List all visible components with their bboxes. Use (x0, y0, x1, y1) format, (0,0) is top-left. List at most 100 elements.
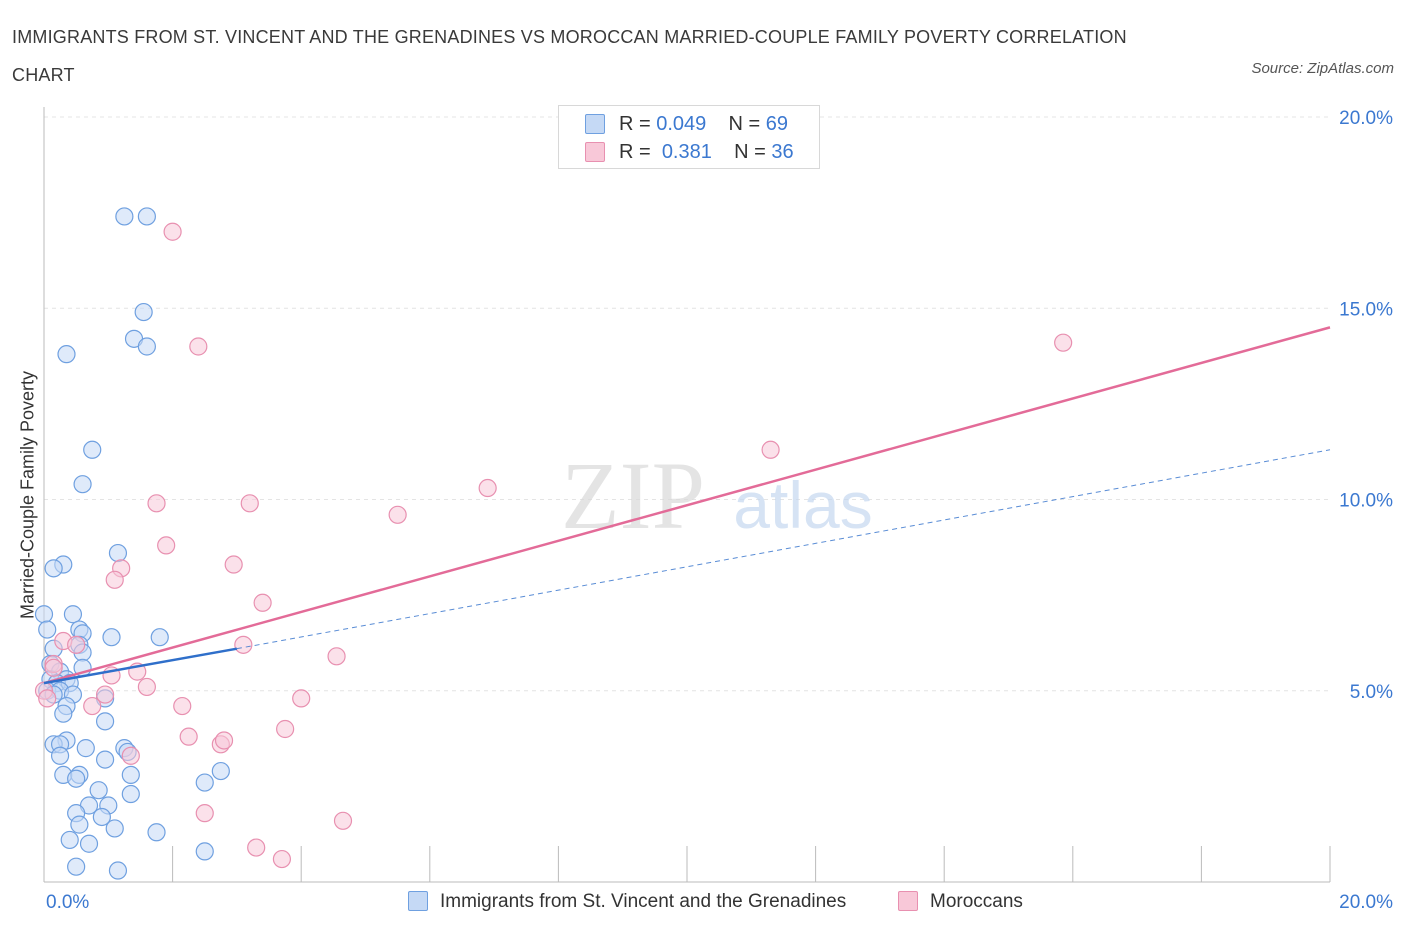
legend-swatch-pink (585, 142, 605, 162)
data-point (327, 647, 346, 666)
data-point (147, 494, 166, 513)
data-point (63, 605, 83, 624)
data-point (173, 696, 192, 716)
y-tick-label: 10.0% (1339, 491, 1393, 512)
bottom-legend-moroccans: Moroccans (898, 888, 1023, 916)
data-point (388, 505, 407, 524)
data-point (134, 302, 153, 322)
data-point (121, 765, 140, 785)
data-point (163, 222, 182, 241)
series-moroccans-points (34, 222, 1073, 869)
data-point (179, 727, 198, 746)
data-point (83, 696, 102, 716)
data-point (195, 773, 214, 792)
data-point (157, 536, 176, 555)
data-point (105, 819, 124, 838)
data-point (137, 337, 156, 356)
data-point (150, 628, 169, 647)
n-label: N = (734, 141, 766, 163)
data-point (195, 804, 214, 823)
axes (43, 107, 1331, 883)
watermark-zip: ZIP (561, 442, 705, 549)
data-point (292, 689, 311, 708)
r-label: R = (619, 141, 651, 163)
watermark: ZIP atlas (561, 442, 873, 549)
data-point (333, 811, 353, 830)
bottom-legend-swatch-pink (898, 891, 918, 911)
data-point (95, 712, 115, 731)
x-tick-label: 0.0% (46, 892, 89, 913)
data-point (137, 677, 156, 697)
correlation-legend: R = 0.049 N = 69 R = 0.381 N = 36 (558, 105, 820, 169)
trend-lines (43, 326, 1331, 685)
data-point (105, 570, 124, 589)
data-point (189, 337, 208, 356)
data-point (761, 440, 780, 459)
data-point (76, 739, 95, 758)
y-axis-label: Married-Couple Family Poverty (17, 370, 38, 620)
data-point (60, 830, 79, 850)
data-point (253, 593, 272, 612)
data-point (50, 746, 70, 765)
trend-line-immigrants (43, 647, 238, 685)
data-point (67, 769, 86, 788)
data-point (67, 857, 86, 876)
data-point (214, 731, 234, 750)
data-point (115, 207, 134, 226)
data-point (44, 559, 63, 578)
y-tick-label: 15.0% (1339, 299, 1393, 320)
data-point (195, 842, 214, 861)
data-point (108, 543, 128, 563)
data-point (102, 628, 121, 647)
legend-swatch-blue (585, 114, 605, 134)
n-value-immigrants: 69 (765, 113, 789, 135)
data-point (79, 834, 99, 853)
n-value-moroccans: 36 (771, 141, 794, 163)
bottom-legend-immigrants: Immigrants from St. Vincent and the Gren… (408, 888, 846, 916)
data-point (54, 704, 73, 723)
data-point (276, 719, 295, 739)
data-point (478, 478, 497, 498)
data-point (73, 475, 92, 494)
trend-line-moroccans (43, 326, 1331, 685)
data-point (83, 440, 102, 459)
y-tick-label: 20.0% (1339, 108, 1393, 129)
data-point (234, 635, 253, 654)
data-point (247, 838, 266, 857)
x-tick-label: 20.0% (1339, 892, 1393, 913)
data-point (95, 685, 115, 704)
tick-labels: 5.0% 10.0% 15.0% 20.0% 0.0% 20.0% (46, 108, 1393, 913)
data-point (38, 620, 57, 639)
data-point (38, 689, 57, 708)
y-tick-label: 5.0% (1350, 682, 1393, 703)
data-point (67, 635, 86, 654)
data-point (224, 555, 243, 574)
data-point (121, 784, 140, 804)
data-point (57, 345, 76, 364)
chart-title: IMMIGRANTS FROM ST. VINCENT AND THE GREN… (12, 27, 1127, 85)
data-point (70, 815, 89, 834)
data-point (121, 746, 140, 765)
source-label: Source: ZipAtlas.com (1251, 60, 1394, 77)
data-point (147, 823, 166, 842)
data-point (92, 807, 111, 827)
data-point (137, 207, 156, 226)
data-point (44, 658, 63, 677)
r-value-moroccans: 0.381 (661, 141, 712, 163)
gridlines (44, 116, 1330, 692)
r-label: R = (619, 113, 651, 135)
data-point (272, 849, 292, 869)
bottom-legend-label-immigrants: Immigrants from St. Vincent and the Gren… (440, 891, 847, 912)
data-point (1054, 333, 1073, 352)
data-point (89, 781, 108, 800)
n-label: N = (728, 113, 761, 135)
watermark-atlas: atlas (733, 468, 872, 542)
bottom-legend-label-moroccans: Moroccans (930, 891, 1023, 912)
bottom-legend-swatch-blue (408, 891, 428, 911)
data-point (95, 750, 115, 769)
data-point (211, 761, 230, 781)
data-point (240, 494, 259, 513)
data-point (108, 861, 128, 880)
r-value-immigrants: 0.049 (656, 113, 707, 135)
